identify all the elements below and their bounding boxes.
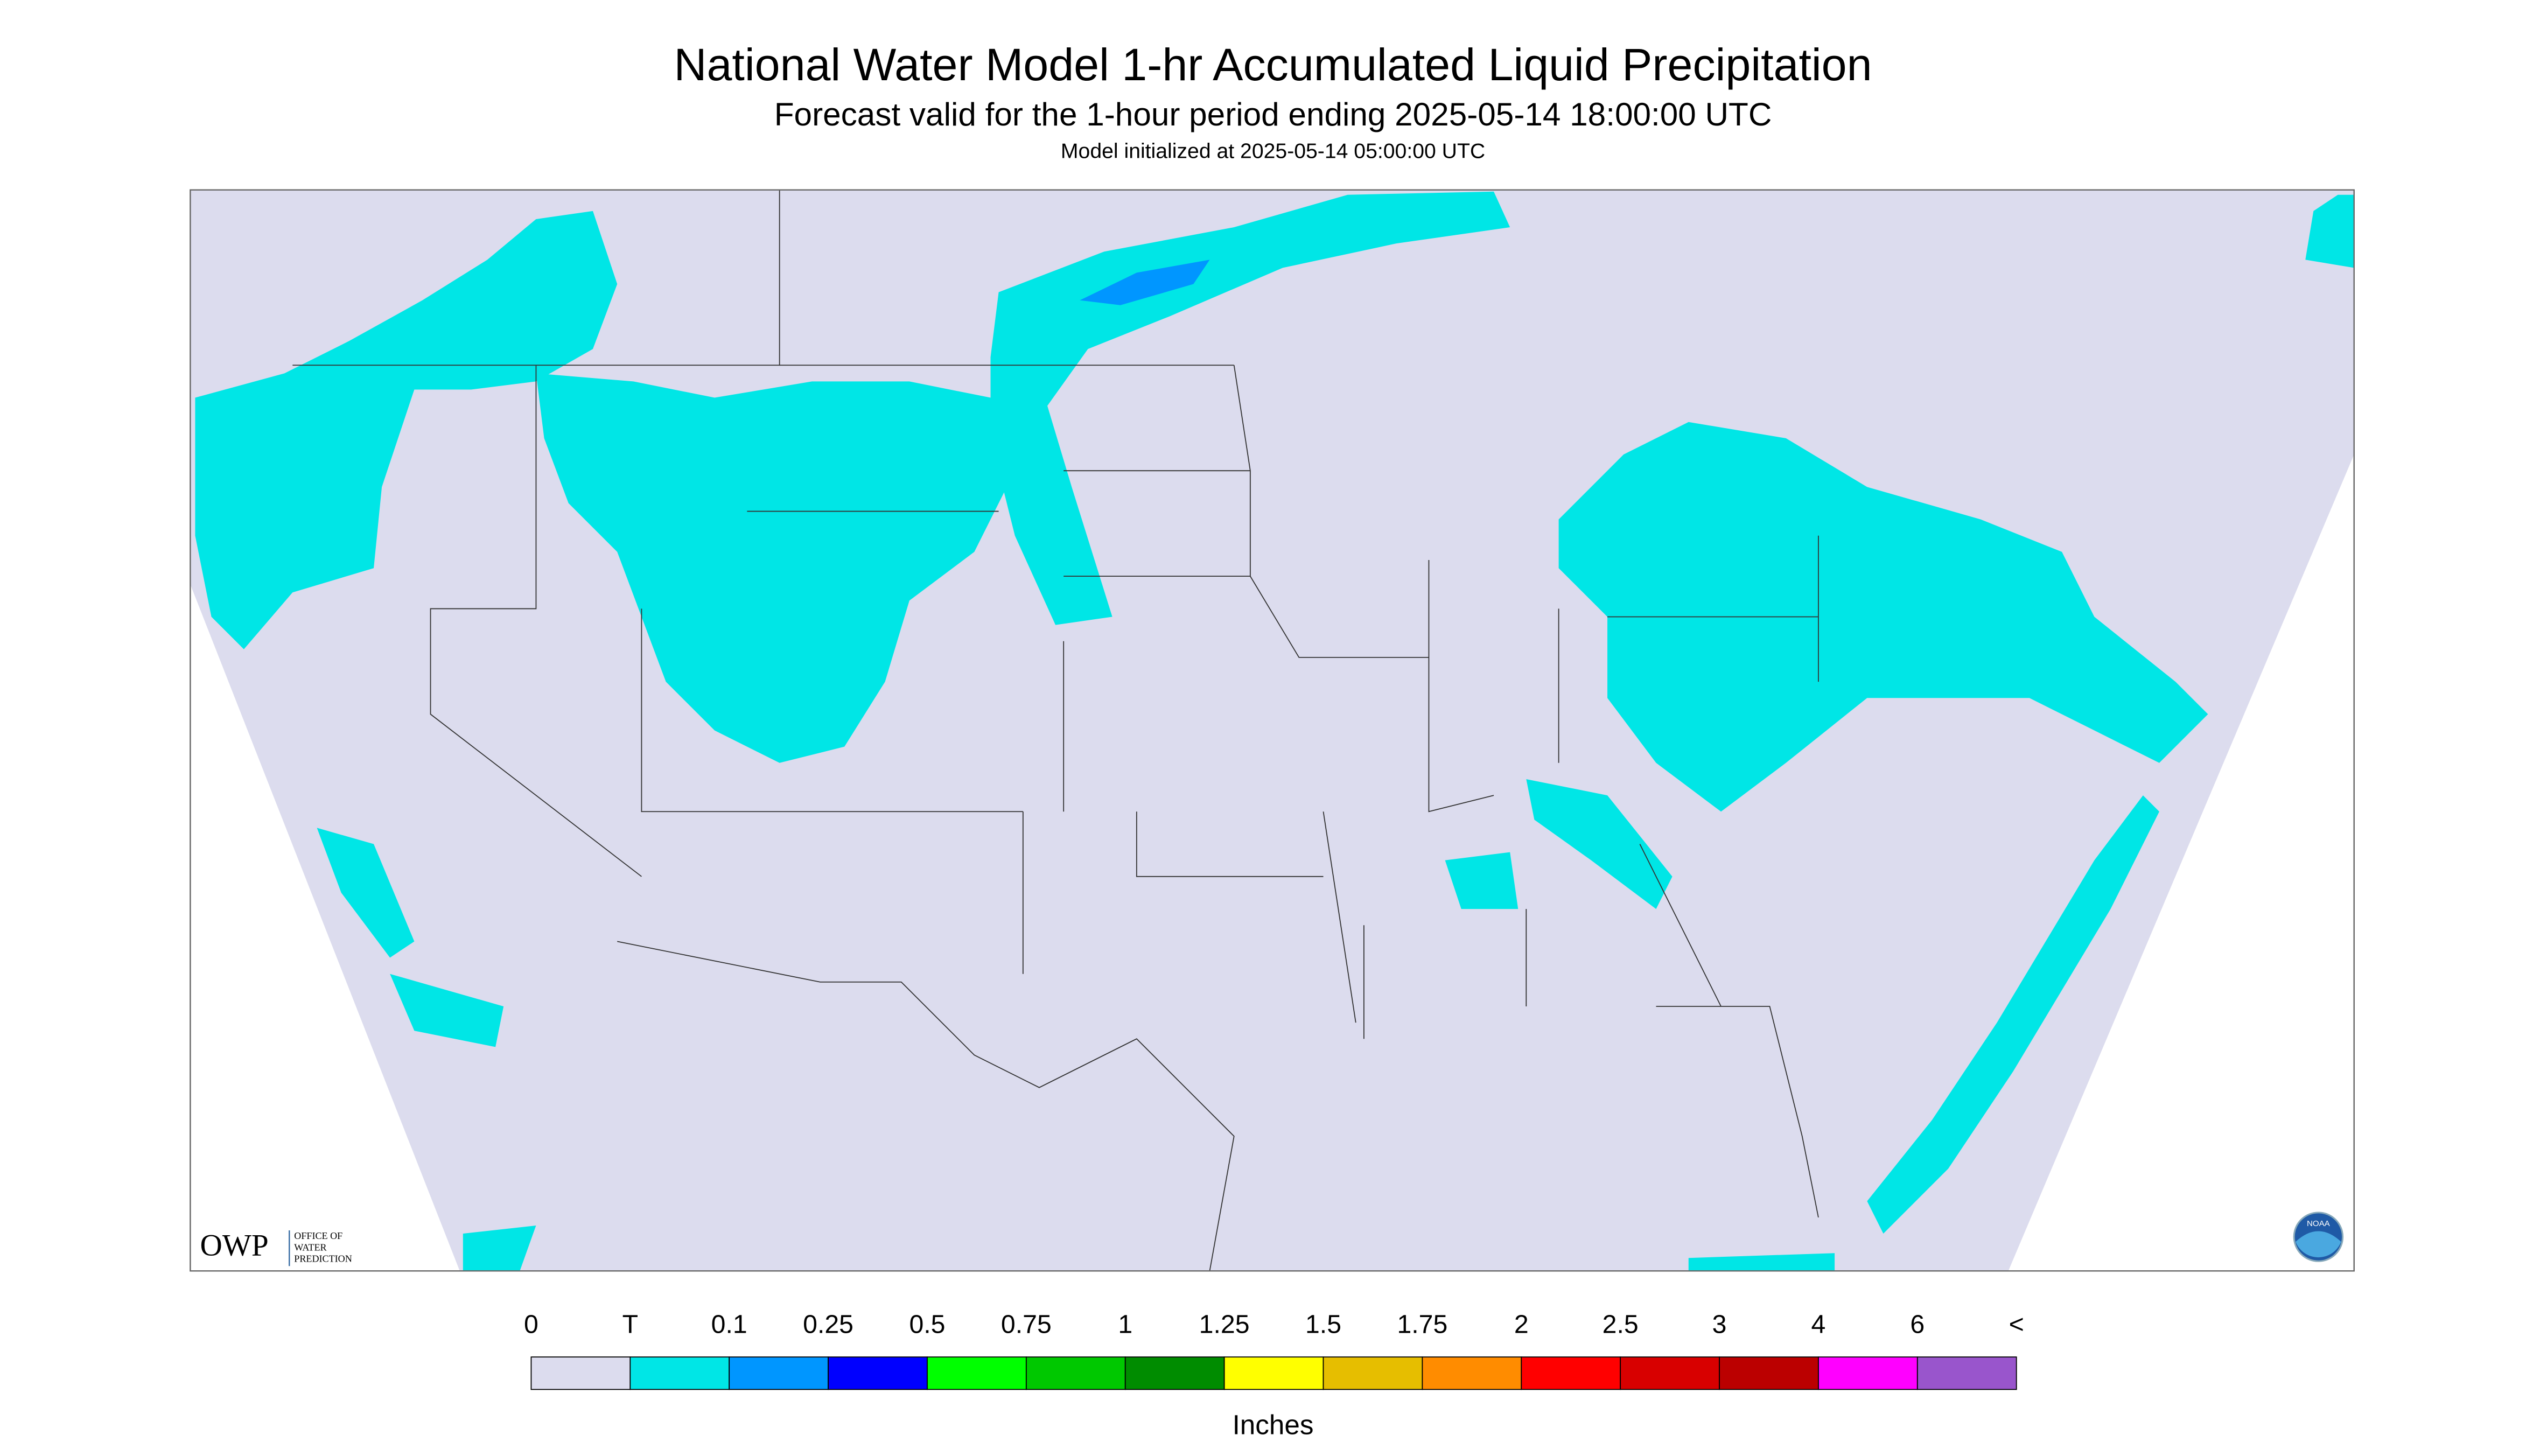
legend-unit: Inches [1233, 1409, 1314, 1440]
noaa-wave [2296, 1231, 2341, 1258]
legend-label: 4 [1811, 1310, 1826, 1339]
legend-swatch [1124, 1356, 1225, 1390]
legend-label: 2.5 [1603, 1310, 1639, 1339]
map: OWP OFFICE OF WATER PREDICTION NOAA [190, 189, 2355, 1272]
legend-swatch [530, 1356, 631, 1390]
noaa-logo: NOAA [2293, 1212, 2344, 1262]
legend-swatch [1719, 1356, 1819, 1390]
rain-area [1445, 852, 1519, 909]
legend-label: 3 [1712, 1310, 1727, 1339]
logo-text: PREDICTION [294, 1253, 352, 1264]
legend-label: 1.5 [1305, 1310, 1341, 1339]
logo-text: OFFICE OF [294, 1230, 342, 1241]
precipitation [195, 191, 2354, 1271]
legend-swatch [1223, 1356, 1324, 1390]
owp-logo: OWP OFFICE OF WATER PREDICTION [200, 1228, 352, 1266]
legend-swatch [927, 1356, 1027, 1390]
legend-label: 0.1 [711, 1310, 747, 1339]
rain-area [2305, 194, 2354, 268]
subtitle: Forecast valid for the 1-hour period end… [774, 96, 1772, 132]
rain-area [1867, 795, 2159, 1234]
logo-name: OWP [200, 1228, 268, 1262]
legend-swatch [1025, 1356, 1126, 1390]
legend-swatch [729, 1356, 829, 1390]
borders [190, 189, 2355, 1272]
legend-swatch [1422, 1356, 1522, 1390]
rain-area [536, 373, 1007, 763]
legend-label: < [2009, 1310, 2024, 1339]
legend-swatch [1620, 1356, 1720, 1390]
legend-label: 6 [1910, 1310, 1925, 1339]
legend-label: 1.75 [1397, 1310, 1447, 1339]
legend-swatch [1323, 1356, 1423, 1390]
legend-label: 0.5 [909, 1310, 945, 1339]
map-frame [190, 189, 2355, 1272]
legend-swatch [1521, 1356, 1621, 1390]
legend-swatch [1916, 1356, 2017, 1390]
legend-label: 0.25 [803, 1310, 853, 1339]
legend-label: T [622, 1310, 638, 1339]
legend-label: 0.75 [1001, 1310, 1052, 1339]
legend-label: 1.25 [1199, 1310, 1250, 1339]
legend-swatch [828, 1356, 928, 1390]
legend-label: 0 [524, 1310, 538, 1339]
rain-area [195, 211, 618, 649]
title: National Water Model 1-hr Accumulated Li… [674, 39, 1872, 90]
noaa-text: NOAA [2307, 1219, 2331, 1228]
legend-label: 2 [1514, 1310, 1529, 1339]
legend-swatch [1818, 1356, 1918, 1390]
init-note: Model initialized at 2025-05-14 05:00:00… [1061, 140, 1485, 163]
rain-core [1080, 260, 1210, 305]
legend-label: 1 [1118, 1310, 1132, 1339]
legend-swatch [629, 1356, 730, 1390]
logo-text: WATER [294, 1242, 327, 1252]
legend: 0 T 0.1 0.25 0.5 0.75 1 1.25 1.5 1.75 2 2.5 3 4 6 < [524, 1310, 2024, 1390]
rain-area [1526, 779, 1673, 909]
rain-area [1558, 422, 2208, 812]
